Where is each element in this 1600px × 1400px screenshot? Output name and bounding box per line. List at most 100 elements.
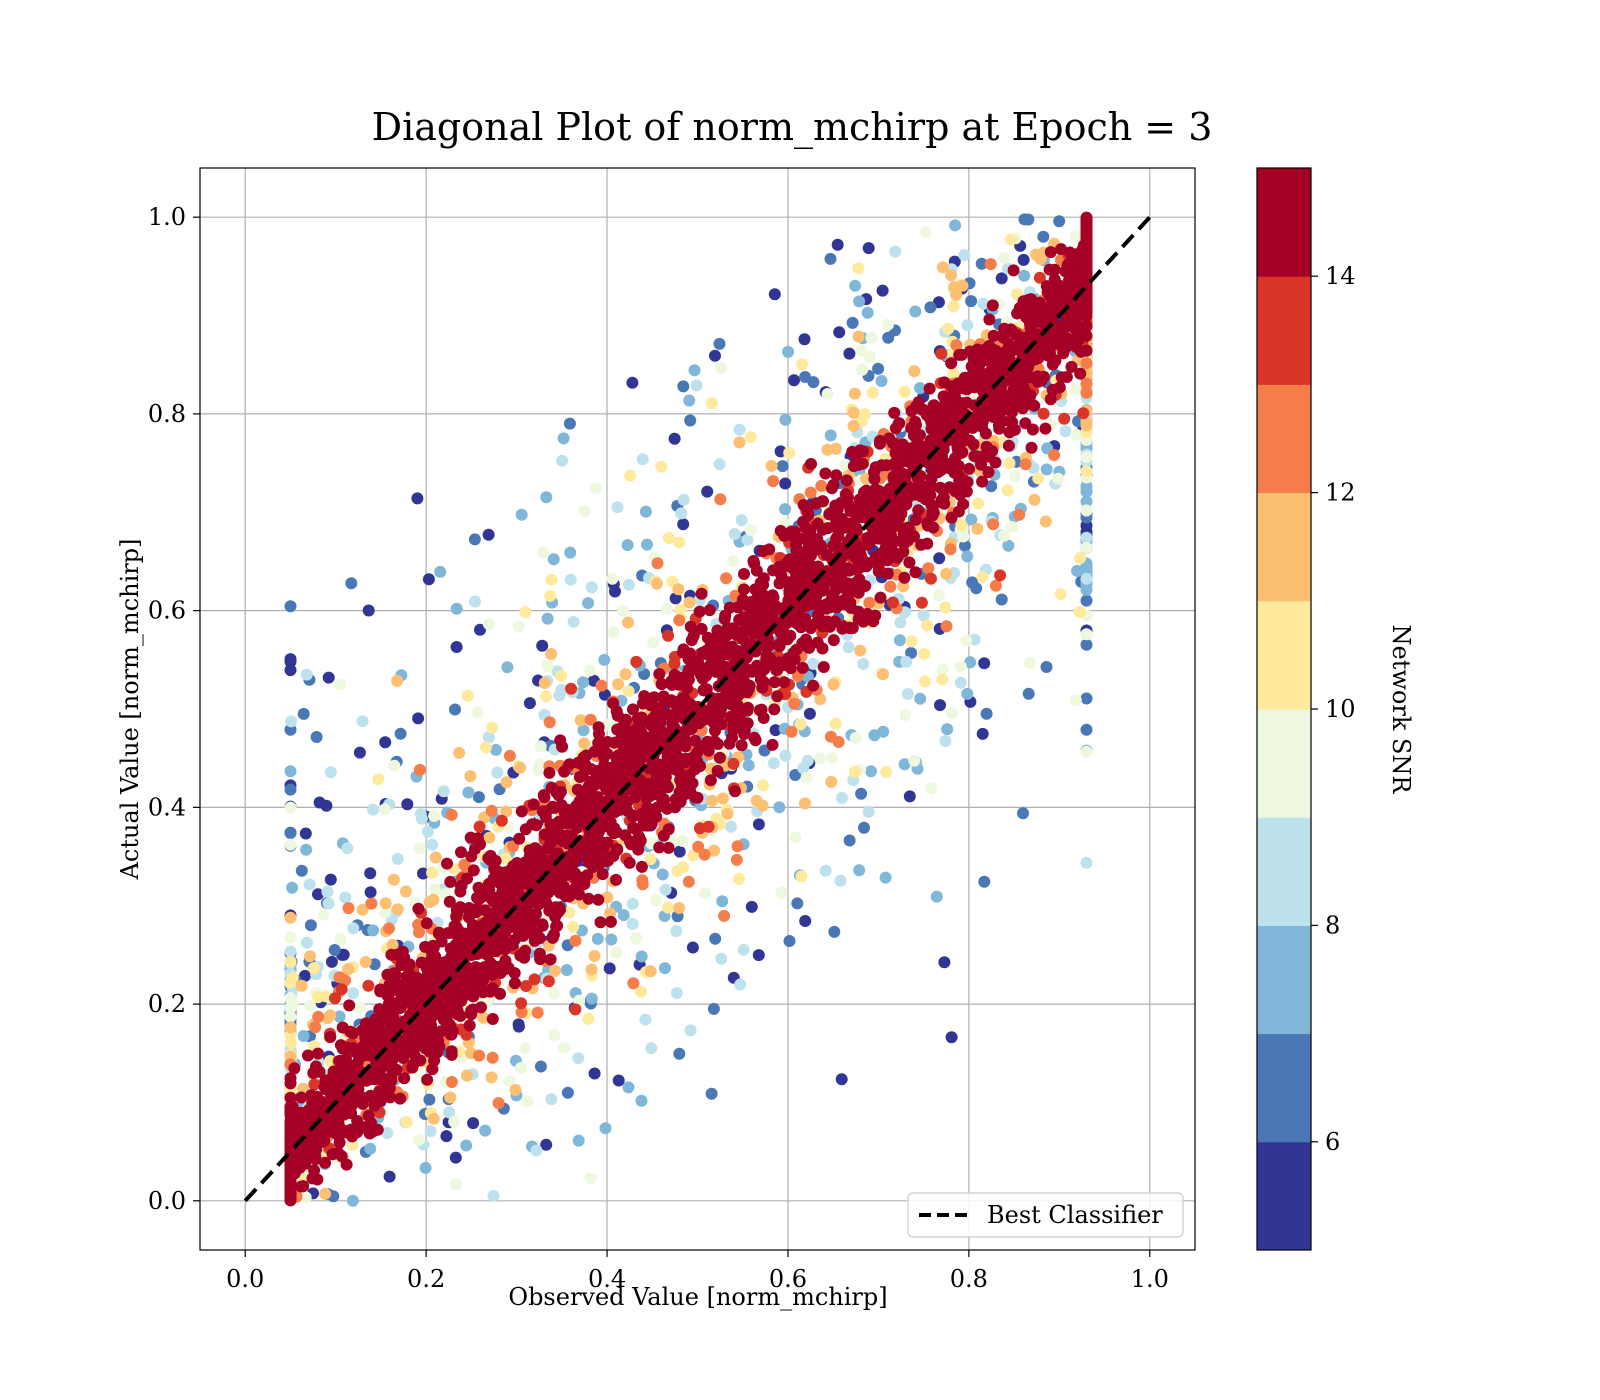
scatter-point	[536, 639, 549, 652]
scatter-point	[595, 743, 608, 756]
scatter-point	[733, 423, 746, 436]
scatter-point	[954, 676, 967, 689]
scatter-point	[915, 538, 928, 551]
scatter-point	[682, 875, 695, 888]
scatter-point	[534, 740, 547, 753]
scatter-point	[918, 648, 931, 660]
scatter-point	[731, 840, 744, 853]
scatter-point	[297, 707, 310, 720]
scatter-point	[730, 853, 743, 866]
scatter-point	[705, 397, 718, 410]
scatter-point	[284, 765, 297, 778]
scatter-point	[284, 911, 297, 924]
scatter-point	[284, 955, 297, 968]
scatter-point	[307, 962, 320, 975]
scatter-point	[590, 830, 603, 843]
scatter-point	[353, 1001, 366, 1014]
scatter-point	[886, 596, 899, 609]
scatter-point	[628, 822, 641, 835]
scatter-point	[873, 437, 886, 450]
scatter-point	[474, 623, 486, 636]
scatter-point	[825, 775, 838, 788]
scatter-point	[677, 380, 690, 393]
scatter-point	[1055, 371, 1068, 384]
scatter-point	[1058, 412, 1071, 425]
scatter-point	[644, 789, 657, 802]
scatter-point	[762, 640, 775, 653]
scatter-point	[295, 979, 308, 992]
scatter-point	[711, 765, 724, 777]
scatter-point	[636, 874, 649, 887]
scatter-point	[735, 514, 748, 527]
scatter-point	[732, 873, 745, 885]
scatter-point	[483, 884, 495, 897]
scatter-point	[1053, 215, 1066, 228]
scatter-point	[766, 738, 779, 751]
scatter-point	[842, 641, 855, 654]
scatter-point	[756, 598, 769, 611]
scatter-point	[769, 724, 782, 737]
scatter-point	[487, 1189, 500, 1202]
scatter-point	[987, 329, 1000, 342]
scatter-point	[491, 766, 504, 779]
scatter-point	[1043, 289, 1056, 302]
scatter-point	[807, 657, 820, 670]
scatter-point	[359, 956, 372, 968]
scatter-point	[668, 432, 681, 445]
scatter-point	[449, 1151, 462, 1164]
scatter-point	[335, 983, 348, 996]
scatter-point	[695, 622, 708, 635]
scatter-point	[394, 1092, 407, 1105]
scatter-point	[861, 607, 874, 620]
scatter-point	[1080, 320, 1093, 333]
scatter-point	[495, 814, 508, 827]
scatter-point	[411, 492, 424, 505]
scatter-point	[356, 903, 369, 916]
scatter-point	[576, 769, 589, 782]
scatter-point	[1016, 402, 1029, 415]
scatter-point	[798, 333, 811, 346]
scatter-point	[1068, 383, 1081, 396]
scatter-point	[628, 724, 640, 737]
scatter-point	[893, 634, 906, 647]
scatter-point	[848, 387, 861, 400]
scatter-point	[881, 554, 894, 567]
scatter-point	[942, 322, 955, 335]
scatter-point	[429, 851, 442, 864]
scatter-point	[811, 517, 824, 530]
scatter-point	[965, 513, 978, 526]
scatter-point	[1005, 233, 1017, 246]
scatter-point	[635, 860, 648, 873]
scatter-point	[721, 807, 734, 820]
scatter-point	[347, 922, 360, 935]
scatter-point	[426, 838, 439, 851]
scatter-point	[1044, 307, 1057, 320]
scatter-point	[617, 604, 630, 617]
scatter-point	[360, 1074, 373, 1087]
scatter-point	[565, 682, 578, 695]
scatter-point	[697, 684, 710, 697]
scatter-point	[782, 345, 795, 358]
scatter-point	[284, 931, 297, 944]
scatter-point	[663, 709, 676, 722]
scatter-point	[821, 522, 834, 535]
scatter-point	[635, 950, 648, 963]
scatter-point	[388, 759, 401, 772]
scatter-point	[1018, 269, 1031, 282]
scatter-point	[681, 682, 693, 695]
scatter-point	[635, 1094, 648, 1107]
scatter-point	[413, 1133, 426, 1146]
scatter-point	[706, 794, 719, 807]
scatter-point	[768, 599, 781, 612]
scatter-point	[635, 985, 648, 998]
scatter-point	[852, 330, 865, 343]
scatter-point	[889, 245, 902, 258]
scatter-point	[718, 909, 731, 922]
scatter-point	[846, 316, 859, 329]
scatter-point	[989, 579, 1002, 592]
scatter-point	[803, 707, 816, 720]
scatter-point	[603, 962, 616, 975]
scatter-point	[1059, 425, 1072, 438]
scatter-point	[432, 927, 445, 940]
scatter-point	[932, 589, 945, 602]
